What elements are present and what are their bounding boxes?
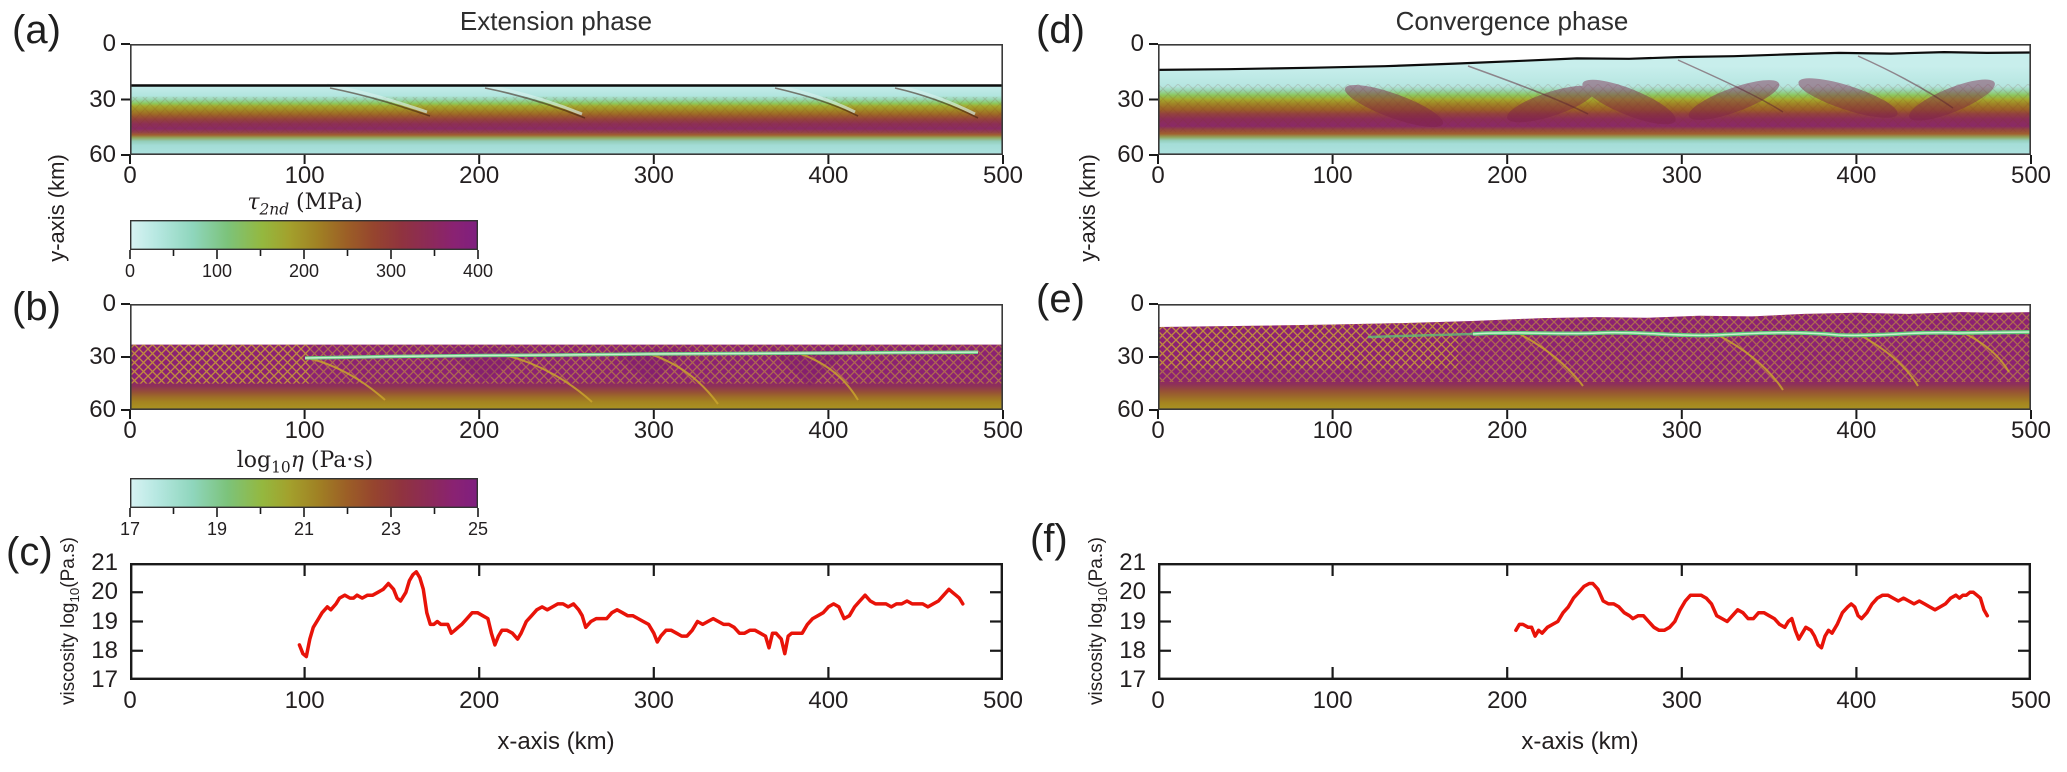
tick-label: 30 — [1117, 85, 1144, 113]
tick-label: 400 — [1836, 162, 1877, 189]
tick-label: 100 — [1312, 687, 1353, 714]
tick-label: 60 — [89, 141, 116, 168]
tick-label: 500 — [2010, 417, 2052, 444]
tick-label: 0 — [123, 417, 137, 444]
tick-label: 100 — [201, 261, 233, 281]
viscosity-label-text: viscosity log — [1086, 602, 1108, 705]
log-subscript: 10 — [271, 458, 291, 477]
tick-label: 300 — [633, 162, 674, 189]
eta-symbol: η — [290, 448, 304, 473]
tick-label: 500 — [2010, 687, 2052, 714]
tick-label: 200 — [459, 162, 500, 189]
tick-label: 100 — [284, 417, 325, 444]
tick-label: 0 — [1151, 162, 1165, 189]
y-axis-label-left: y-axis (km) — [44, 154, 69, 262]
x-axis-label-right: x-axis (km) — [1521, 728, 1639, 755]
panel-label-f: (f) — [1030, 517, 1068, 561]
viscosity-colorbar-label: log10η (Pa·s) — [237, 448, 374, 476]
panel-label-a: (a) — [12, 8, 61, 52]
tick-label: 200 — [459, 417, 500, 444]
tick-label: 60 — [1117, 396, 1144, 423]
panel-label-e: (e) — [1036, 277, 1085, 321]
tick-label: 25 — [467, 519, 489, 539]
right-column-title: Convergence phase — [1395, 6, 1629, 36]
panel-label-b: (b) — [12, 285, 61, 329]
viscosity-axis-label-left: viscosity log10(Pa.s) — [58, 537, 82, 705]
tick-label: 200 — [288, 261, 320, 281]
tick-label: 400 — [808, 417, 849, 444]
viscosity-unit: (Pa·s) — [303, 448, 374, 473]
tick-label: 30 — [89, 85, 116, 113]
tick-label: 100 — [284, 162, 325, 189]
tick-label: 0 — [102, 290, 116, 317]
tick-label: 200 — [1487, 417, 1528, 444]
panel-b-viscosity-heatmap — [121, 303, 1004, 419]
panel-label-c: (c) — [6, 530, 53, 574]
tick-label: 300 — [375, 261, 407, 281]
stress-colorbar — [129, 219, 479, 259]
tick-label: 400 — [462, 261, 494, 281]
tick-label: 30 — [1117, 343, 1144, 370]
tick-label: 19 — [206, 519, 228, 539]
tick-label: 100 — [284, 687, 325, 714]
tick-label: 500 — [982, 687, 1024, 714]
panel-c-viscosity-profile-chart — [130, 563, 1003, 680]
panel-label-d: (d) — [1036, 8, 1085, 52]
tick-label: 400 — [808, 687, 849, 714]
panel-f-viscosity-profile-chart — [1158, 563, 2031, 680]
tick-label: 500 — [2010, 162, 2052, 189]
panel-d-stress-heatmap — [1149, 43, 2032, 164]
tick-label: 60 — [89, 396, 116, 423]
tick-label: 0 — [1151, 687, 1165, 714]
tick-label: 500 — [982, 417, 1024, 444]
tick-label: 17 — [119, 519, 141, 539]
panel-a-stress-heatmap — [121, 43, 1004, 164]
tick-label: 30 — [89, 343, 116, 370]
tick-label: 300 — [633, 687, 674, 714]
stress-unit: (MPa) — [289, 190, 363, 215]
tick-label: 23 — [380, 519, 402, 539]
tick-label: 400 — [1836, 417, 1877, 444]
tick-label: 200 — [1487, 162, 1528, 189]
tick-label: 500 — [982, 162, 1024, 189]
tau-symbol: τ — [247, 190, 260, 215]
tick-label: 60 — [1117, 141, 1144, 168]
viscosity-axis-label-right: viscosity log10(Pa.s) — [1086, 537, 1110, 705]
tick-label: 0 — [1151, 417, 1165, 444]
log-text: log — [236, 448, 272, 473]
tick-label: 0 — [1130, 30, 1144, 57]
tick-label: 21 — [293, 519, 315, 539]
viscosity-label-sub: 10 — [1094, 587, 1110, 603]
x-axis-label-left: x-axis (km) — [497, 728, 615, 755]
y-axis-label-right: y-axis (km) — [1075, 154, 1100, 262]
tick-label: 300 — [1661, 417, 1702, 444]
stress-colorbar-label: τ2nd (MPa) — [247, 190, 362, 218]
tick-label: 400 — [1836, 687, 1877, 714]
left-column-title: Extension phase — [459, 6, 653, 36]
viscosity-colorbar — [129, 477, 479, 517]
viscosity-label-unit: (Pa.s) — [1086, 537, 1108, 588]
tick-label: 0 — [123, 162, 137, 189]
tick-label: 100 — [1312, 417, 1353, 444]
tick-label: 300 — [1661, 162, 1702, 189]
panel-e-viscosity-heatmap — [1149, 303, 2032, 419]
tick-label: 0 — [123, 687, 137, 714]
tau-subscript: 2nd — [259, 200, 290, 219]
tick-label: 300 — [1661, 687, 1702, 714]
tick-label: 400 — [808, 162, 849, 189]
tick-label: 0 — [1130, 290, 1144, 317]
tick-label: 100 — [1312, 162, 1353, 189]
viscosity-label-text: viscosity log — [58, 602, 80, 705]
tick-label: 200 — [459, 687, 500, 714]
tick-label: 300 — [633, 417, 674, 444]
tick-label: 0 — [102, 30, 116, 57]
tick-label: 0 — [124, 261, 135, 281]
viscosity-label-unit: (Pa.s) — [58, 537, 80, 588]
tick-label: 200 — [1487, 687, 1528, 714]
viscosity-label-sub: 10 — [66, 587, 82, 603]
